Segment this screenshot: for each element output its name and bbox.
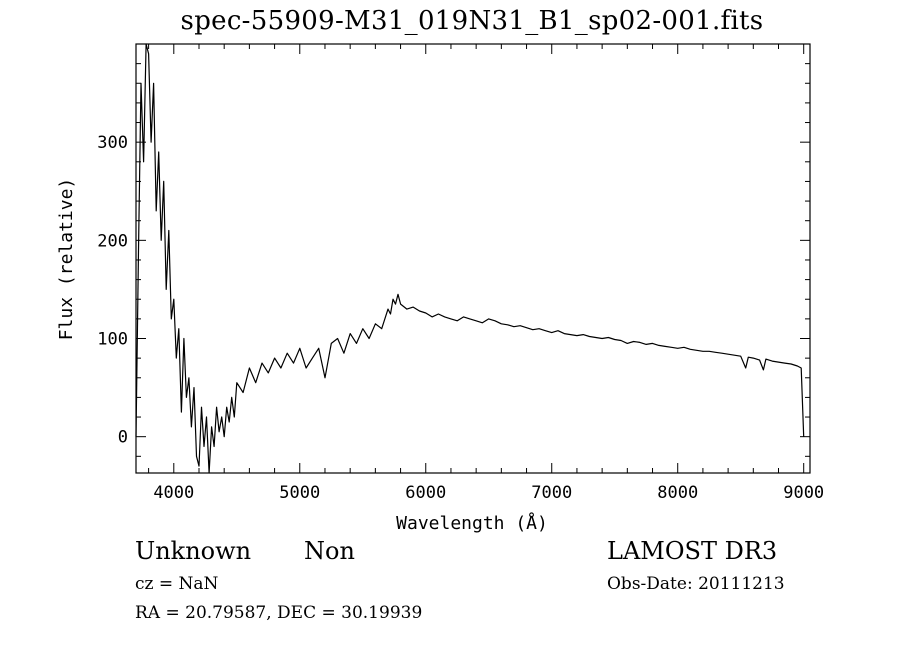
y-axis-label: Flux (relative) bbox=[56, 178, 77, 341]
y-tick-label: 0 bbox=[118, 428, 128, 448]
x-tick-label: 5000 bbox=[279, 483, 320, 503]
series-group bbox=[135, 43, 805, 474]
tick-labels: 4000 5000 6000 7000 8000 9000 0 100 200 300 bbox=[97, 133, 824, 503]
survey-label: LAMOST DR3 bbox=[607, 537, 778, 565]
chart-title: spec-55909-M31_019N31_B1_sp02-001.fits bbox=[180, 6, 764, 36]
y-tick-label: 300 bbox=[97, 133, 128, 153]
x-tick-label: 4000 bbox=[153, 483, 194, 503]
object-class-label: Unknown bbox=[135, 537, 252, 565]
series-line-0 bbox=[135, 43, 805, 474]
x-axis-label: Wavelength (Å) bbox=[396, 512, 548, 534]
plot-frame bbox=[135, 43, 811, 474]
x-tick-label: 6000 bbox=[405, 483, 446, 503]
object-subclass-label: Non bbox=[304, 537, 355, 565]
x-tick-label: 9000 bbox=[783, 483, 824, 503]
y-tick-label: 100 bbox=[97, 330, 128, 350]
redshift-label: cz = NaN bbox=[135, 574, 219, 594]
x-tick-label: 8000 bbox=[657, 483, 698, 503]
y-tick-label: 200 bbox=[97, 231, 128, 251]
coordinates-label: RA = 20.79587, DEC = 30.19939 bbox=[135, 603, 423, 623]
x-tick-label: 7000 bbox=[531, 483, 572, 503]
obs-date-label: Obs-Date: 20111213 bbox=[607, 574, 785, 594]
axis-ticks bbox=[136, 44, 810, 473]
